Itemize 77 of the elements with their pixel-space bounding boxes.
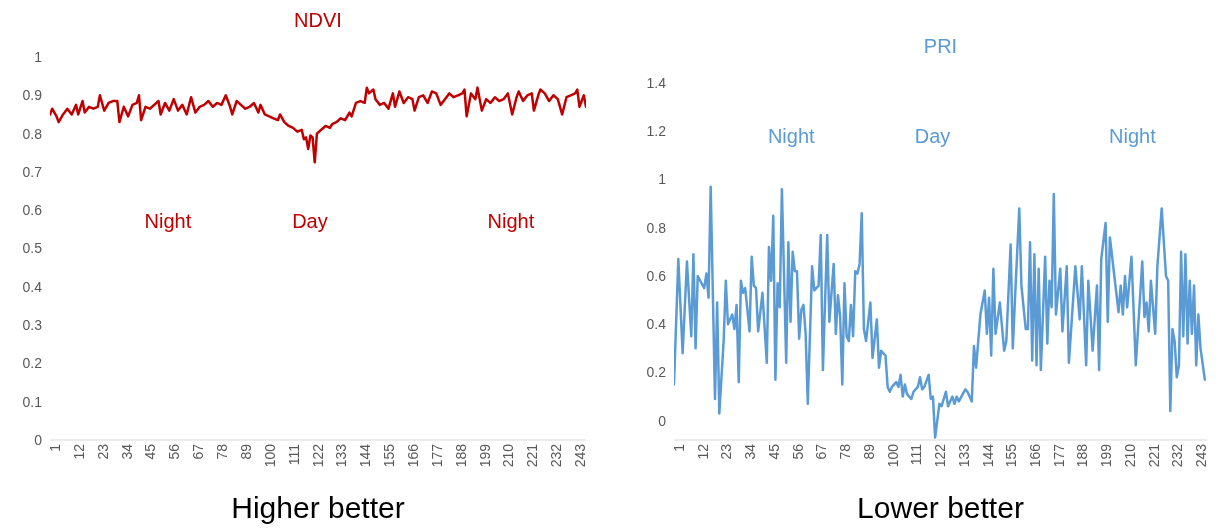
x-tick-label: 122 xyxy=(932,443,949,468)
x-tick-label: 155 xyxy=(381,443,398,468)
y-tick-label: 1 xyxy=(658,171,667,188)
y-tick-label: 1.2 xyxy=(646,123,667,140)
x-tick-label: 12 xyxy=(694,443,711,460)
x-tick-label: 45 xyxy=(765,443,782,460)
x-axis-title: Lower better xyxy=(856,490,1025,526)
x-tick-label: 34 xyxy=(742,443,759,460)
x-tick-label: 100 xyxy=(884,443,901,468)
x-tick-label: 12 xyxy=(70,443,87,460)
x-tick-label: 221 xyxy=(524,443,541,468)
x-tick-label: 45 xyxy=(142,443,159,460)
x-tick-label: 144 xyxy=(357,443,374,468)
x-tick-label: 56 xyxy=(166,443,183,460)
x-tick-label: 100 xyxy=(261,443,278,468)
x-tick-label: 111 xyxy=(285,443,302,466)
x-tick-label: 67 xyxy=(813,443,830,460)
y-tick-label: 0.9 xyxy=(22,87,43,104)
y-tick-label: 1.4 xyxy=(646,74,667,91)
annotation: Night xyxy=(486,210,536,233)
x-tick-label: 56 xyxy=(789,443,806,460)
x-tick-label: 199 xyxy=(476,443,493,468)
y-tick-label: 0.6 xyxy=(646,267,667,284)
line-series xyxy=(674,185,1207,439)
x-tick-label: 210 xyxy=(500,443,517,468)
chart-title: NDVI xyxy=(293,9,343,32)
y-tick-label: 0.3 xyxy=(22,317,43,334)
x-tick-label: 111 xyxy=(908,443,925,466)
y-tick-label: 0.4 xyxy=(22,278,43,295)
x-tick-label: 23 xyxy=(94,443,111,460)
x-tick-label: 232 xyxy=(1169,443,1186,468)
x-tick-label: 133 xyxy=(333,443,350,468)
annotation: Day xyxy=(913,125,952,148)
x-tick-label: 188 xyxy=(452,443,469,468)
annotation: Night xyxy=(1108,125,1157,148)
x-tick-label: 177 xyxy=(1050,443,1067,468)
y-tick-label: 0.1 xyxy=(22,393,43,410)
x-tick-label: 89 xyxy=(237,443,254,460)
x-tick-label: 166 xyxy=(405,443,421,468)
y-tick-label: 1 xyxy=(34,48,43,65)
y-tick-label: 0.6 xyxy=(22,202,43,219)
y-tick-label: 0 xyxy=(658,412,667,429)
x-tick-label: 78 xyxy=(214,443,231,460)
x-tick-label: 67 xyxy=(190,443,207,460)
y-tick-label: 0.4 xyxy=(646,316,667,333)
x-tick-label: 243 xyxy=(1193,443,1210,468)
x-tick-label: 34 xyxy=(118,443,135,460)
y-tick-label: 0.5 xyxy=(22,240,43,257)
x-tick-label: 1 xyxy=(46,443,63,452)
y-tick-label: 0 xyxy=(34,431,43,448)
x-tick-label: 23 xyxy=(718,443,735,460)
y-tick-label: 0.8 xyxy=(646,219,667,236)
x-tick-label: 155 xyxy=(1003,443,1020,468)
y-tick-label: 0.2 xyxy=(646,364,667,381)
x-tick-label: 144 xyxy=(979,443,996,468)
x-tick-label: 89 xyxy=(860,443,877,460)
x-tick-label: 78 xyxy=(837,443,854,460)
annotation: Night xyxy=(766,125,816,148)
annotation: Night xyxy=(143,210,193,233)
y-tick-label: 0.2 xyxy=(22,355,43,372)
x-tick-label: 133 xyxy=(955,443,972,468)
chart-title: PRI xyxy=(922,35,959,58)
x-tick-label: 166 xyxy=(1026,443,1043,468)
x-tick-label: 210 xyxy=(1121,443,1138,468)
x-tick-label: 243 xyxy=(572,443,589,468)
annotation: Day xyxy=(291,210,329,233)
x-tick-label: 221 xyxy=(1145,443,1162,468)
x-tick-label: 122 xyxy=(309,443,326,468)
line-series xyxy=(50,86,586,164)
x-tick-label: 232 xyxy=(548,443,565,468)
x-axis-title: Higher better xyxy=(230,490,406,526)
y-tick-label: 0.8 xyxy=(22,125,43,142)
y-tick-label: 0.7 xyxy=(22,163,43,180)
x-tick-label: 188 xyxy=(1074,443,1091,468)
x-tick-label: 1 xyxy=(670,443,687,452)
x-tick-label: 199 xyxy=(1098,443,1115,468)
x-tick-label: 177 xyxy=(428,443,445,468)
